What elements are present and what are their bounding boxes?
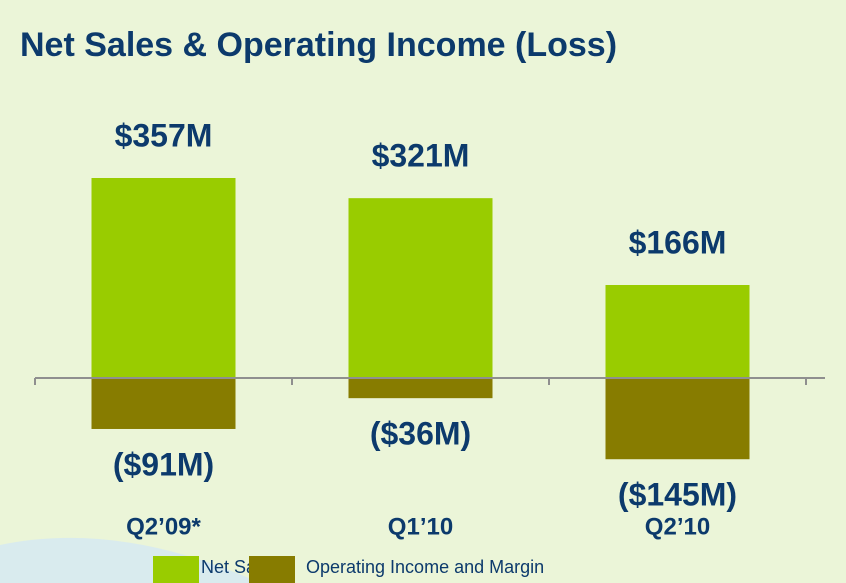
data-label: ($36M): [370, 416, 471, 452]
legend-text: Operating Income and Margin: [306, 557, 544, 577]
bar: [348, 198, 493, 378]
data-label: $166M: [629, 224, 727, 260]
legend-swatch: [249, 556, 295, 583]
legend-swatch: [153, 556, 199, 583]
x-tick-label: Q1’10: [388, 513, 453, 540]
bar: [91, 178, 236, 378]
data-label: ($91M): [113, 446, 214, 482]
bar: [348, 378, 493, 399]
x-tick-label: Q2’09*: [126, 513, 201, 540]
data-label: $357M: [115, 117, 213, 153]
data-label: $321M: [372, 138, 470, 174]
bar: [91, 378, 236, 429]
bar: [605, 285, 750, 378]
data-label: ($145M): [618, 477, 737, 513]
chart-title: Net Sales & Operating Income (Loss): [20, 26, 617, 64]
x-tick-label: Q2’10: [645, 513, 710, 540]
bar: [605, 378, 750, 460]
